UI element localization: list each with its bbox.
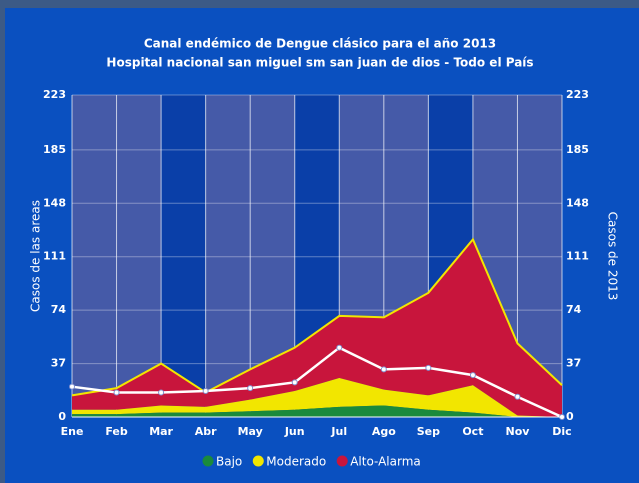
y2-tick-label: 74 [566, 303, 582, 316]
y2-tick-label: 37 [566, 357, 581, 370]
y2-tick-label: 223 [566, 88, 589, 101]
y-tick-label: 0 [58, 410, 66, 423]
line-marker [514, 393, 521, 400]
x-tick-label: Mar [149, 425, 173, 438]
line-marker [336, 344, 343, 351]
legend-marker [202, 455, 214, 467]
x-tick-label: Jul [330, 425, 347, 438]
line-marker [202, 388, 209, 395]
x-tick-label: Feb [105, 425, 128, 438]
y-tick-label: 37 [51, 357, 66, 370]
line-marker [69, 383, 75, 390]
legend-label: Alto-Alarma [350, 455, 421, 469]
line-marker [425, 364, 432, 371]
y-tick-label: 74 [51, 303, 67, 316]
x-tick-label: Ene [61, 425, 84, 438]
x-tick-label: May [238, 425, 263, 438]
line-marker [113, 389, 120, 396]
area [72, 239, 562, 417]
y-axis-label: Casos de las areas [29, 200, 43, 312]
y-tick-label: 148 [43, 196, 66, 209]
legend-label: Bajo [216, 455, 242, 469]
y2-tick-label: 148 [566, 196, 589, 209]
line-marker [380, 366, 387, 373]
legend-marker [252, 455, 264, 467]
y-tick-label: 223 [43, 88, 66, 101]
chart-subtitle: Hospital nacional san miguel sm san juan… [106, 56, 533, 70]
y2-tick-label: 185 [566, 143, 589, 156]
x-tick-label: Jun [284, 425, 305, 438]
x-tick-label: Sep [417, 425, 440, 438]
line-marker [247, 385, 254, 392]
y2-tick-label: 111 [566, 250, 589, 263]
line [71, 346, 563, 419]
area-outline [71, 237, 563, 397]
line-marker [158, 389, 165, 396]
area [72, 405, 562, 417]
y2-axis-label: Casos de 2013 [606, 212, 620, 301]
x-tick-label: Nov [505, 425, 530, 438]
chart-title: Canal endémico de Dengue clásico para el… [144, 37, 496, 51]
x-tick-label: Oct [462, 425, 483, 438]
legend-label: Moderado [266, 455, 326, 469]
area [72, 378, 562, 417]
y-tick-label: 111 [43, 250, 66, 263]
line-marker [291, 379, 298, 386]
x-tick-label: Dic [552, 425, 571, 438]
line-marker [469, 372, 476, 379]
y2-tick-label: 0 [566, 410, 574, 423]
legend-marker [336, 455, 348, 467]
x-tick-label: Ago [372, 425, 396, 438]
x-tick-label: Abr [195, 425, 217, 438]
y-tick-label: 185 [43, 143, 66, 156]
